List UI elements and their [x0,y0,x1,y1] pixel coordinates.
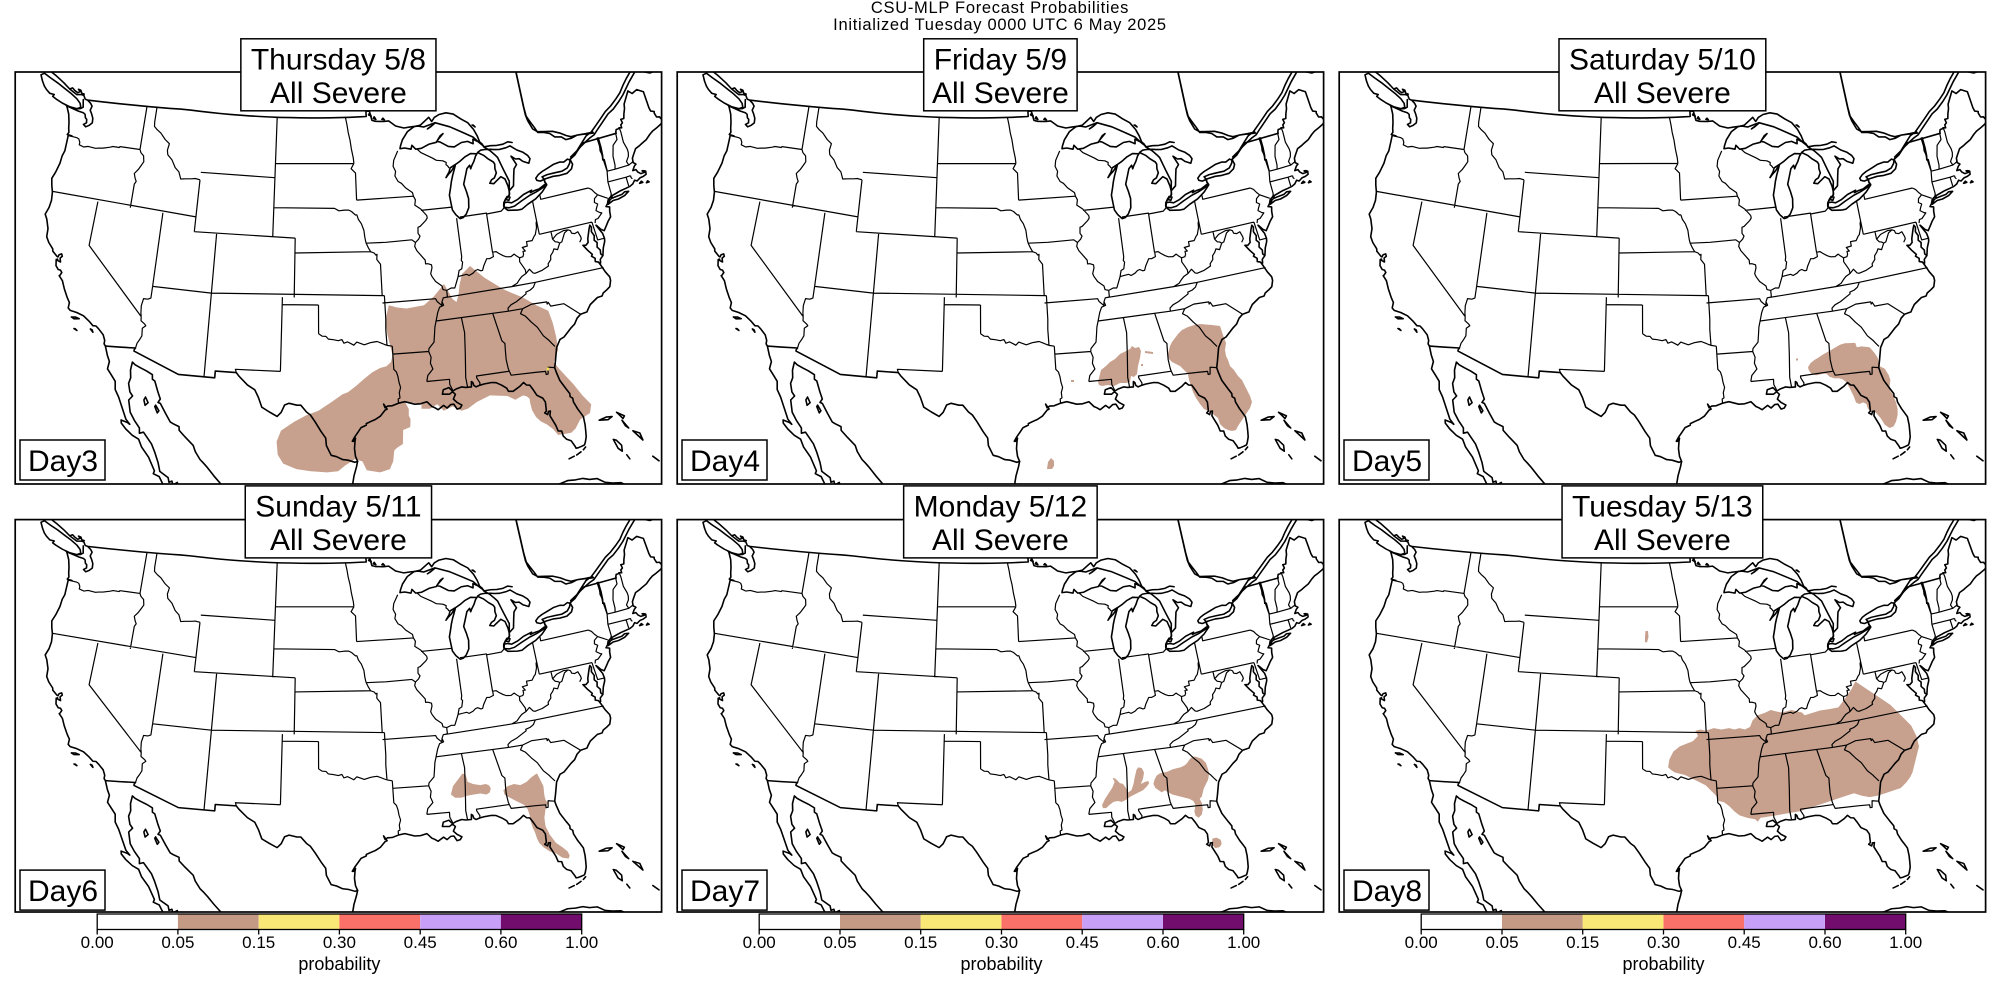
svg-text:Sunday 5/11: Sunday 5/11 [255,490,421,523]
svg-text:Monday 5/12: Monday 5/12 [914,490,1087,523]
svg-text:0.30: 0.30 [985,933,1018,952]
svg-text:CSU-MLP Forecast Probabilities: CSU-MLP Forecast Probabilities [871,0,1129,17]
svg-text:0.45: 0.45 [404,933,437,952]
svg-text:0.15: 0.15 [242,933,275,952]
svg-text:0.00: 0.00 [1405,933,1438,952]
svg-text:0.30: 0.30 [323,933,356,952]
svg-text:0.60: 0.60 [484,933,517,952]
svg-text:0.05: 0.05 [161,933,194,952]
svg-text:Day3: Day3 [28,445,98,478]
svg-text:Day4: Day4 [690,445,760,478]
svg-text:Day7: Day7 [690,875,760,908]
svg-text:All Severe: All Severe [1594,77,1731,110]
svg-text:probability: probability [1622,954,1704,974]
svg-text:All Severe: All Severe [932,77,1069,110]
svg-text:1.00: 1.00 [1889,933,1922,952]
svg-text:probability: probability [298,954,380,974]
svg-text:probability: probability [960,954,1042,974]
svg-text:1.00: 1.00 [1227,933,1260,952]
svg-text:Initialized Tuesday 0000 UTC 6: Initialized Tuesday 0000 UTC 6 May 2025 [833,16,1167,34]
svg-text:0.15: 0.15 [904,933,937,952]
svg-text:Day5: Day5 [1352,445,1422,478]
svg-text:Day6: Day6 [28,875,98,908]
svg-text:Day8: Day8 [1352,875,1422,908]
svg-text:0.45: 0.45 [1728,933,1761,952]
svg-text:1.00: 1.00 [565,933,598,952]
svg-text:0.60: 0.60 [1808,933,1841,952]
svg-text:All Severe: All Severe [1594,524,1731,557]
svg-text:Saturday 5/10: Saturday 5/10 [1569,43,1756,76]
svg-text:Thursday 5/8: Thursday 5/8 [251,43,426,76]
svg-text:Friday 5/9: Friday 5/9 [934,43,1067,76]
svg-text:0.00: 0.00 [743,933,776,952]
svg-text:0.15: 0.15 [1566,933,1599,952]
svg-text:0.05: 0.05 [823,933,856,952]
svg-text:0.00: 0.00 [81,933,114,952]
svg-text:0.45: 0.45 [1066,933,1099,952]
svg-text:0.05: 0.05 [1485,933,1518,952]
svg-text:All Severe: All Severe [270,77,407,110]
svg-text:0.60: 0.60 [1146,933,1179,952]
svg-text:Tuesday 5/13: Tuesday 5/13 [1572,490,1753,523]
svg-text:All Severe: All Severe [270,524,407,557]
svg-text:All Severe: All Severe [932,524,1069,557]
svg-text:0.30: 0.30 [1647,933,1680,952]
